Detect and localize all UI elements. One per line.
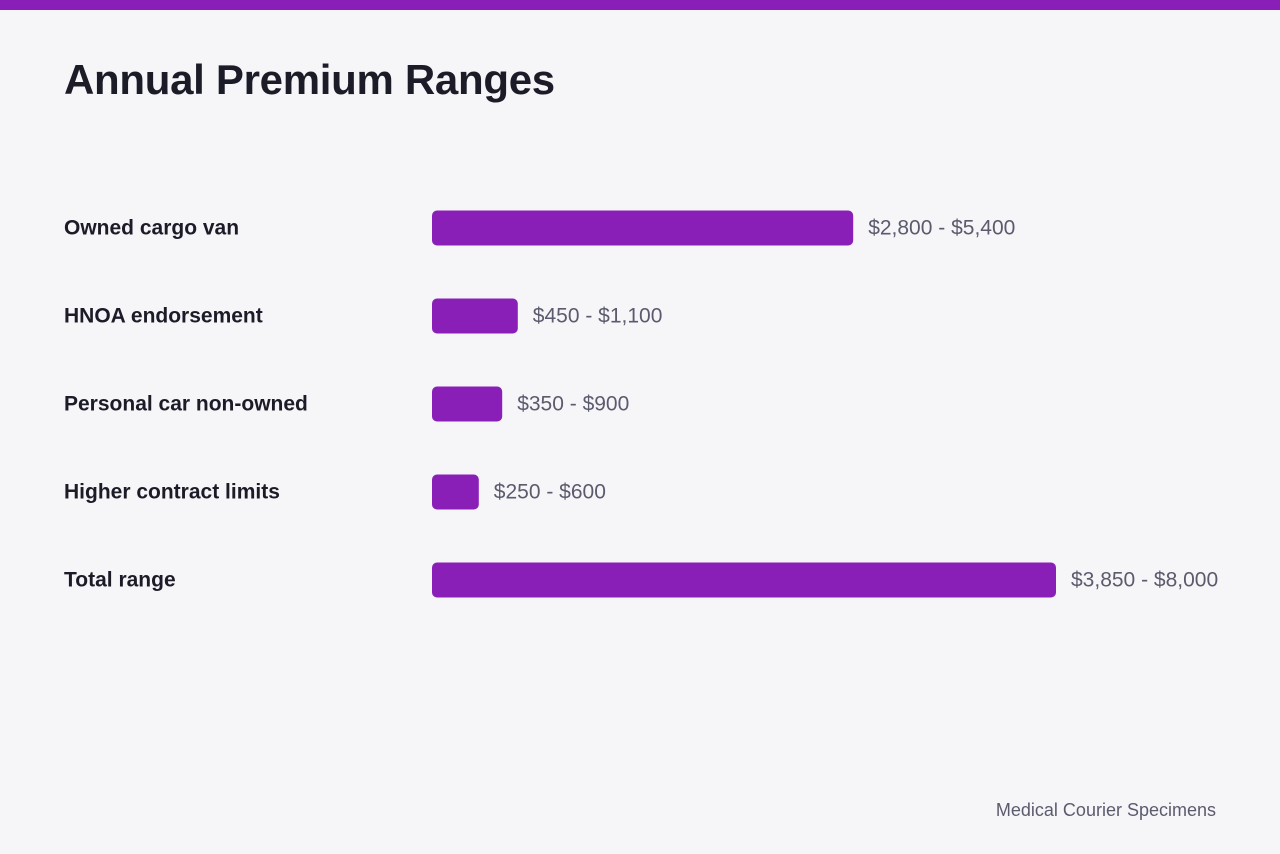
category-label: Owned cargo van: [64, 217, 239, 240]
category-label: Personal car non-owned: [64, 393, 308, 416]
bar: [432, 210, 854, 246]
value-label: $2,800 - $5,400: [868, 217, 1015, 240]
source-credit: Medical Courier Specimens: [995, 800, 1216, 820]
value-label: $250 - $600: [494, 481, 606, 504]
value-label: $450 - $1,100: [533, 305, 663, 328]
bar: [432, 298, 518, 334]
value-label: $3,850 - $8,000: [1071, 569, 1218, 592]
top-accent-bar: [0, 0, 1280, 10]
category-label: Higher contract limits: [64, 481, 280, 504]
category-label: Total range: [64, 569, 176, 592]
bar: [432, 474, 479, 510]
value-label: $350 - $900: [517, 393, 629, 416]
bar: [432, 386, 503, 422]
bar: [432, 562, 1056, 598]
category-label: HNOA endorsement: [64, 305, 263, 328]
chart-title: Annual Premium Ranges: [64, 56, 555, 103]
